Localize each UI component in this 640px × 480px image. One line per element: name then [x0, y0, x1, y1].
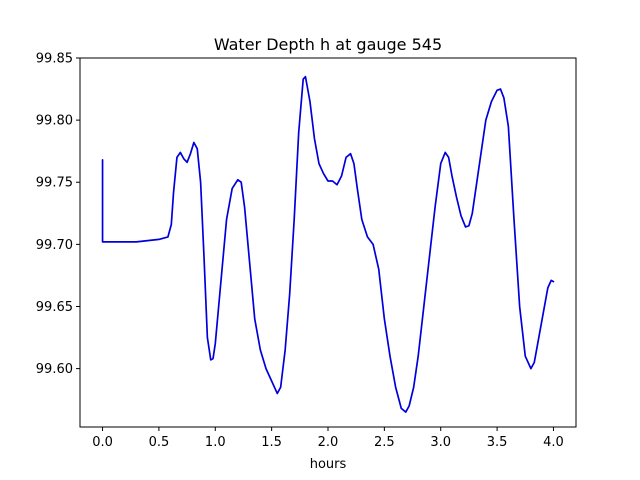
- series-line-0: [101, 75, 555, 413]
- x-axis-label: hours: [310, 457, 347, 472]
- x-tick-label: 0.0: [92, 435, 113, 450]
- axes-frame: [79, 57, 577, 428]
- x-tick-label: 0.5: [149, 435, 170, 450]
- x-tick-label: 4.0: [543, 435, 564, 450]
- y-tick-label: 99.70: [36, 238, 73, 253]
- x-tick-label: 3.0: [430, 435, 451, 450]
- axis-ticks: 0.0 0.5 1.0 1.5 2.0 2.5 3.0 3.5 4.0 99.60 99.65 99.…: [36, 52, 564, 451]
- y-tick-label: 99.80: [36, 114, 73, 129]
- x-tick-label: 1.5: [261, 435, 282, 450]
- y-tick-label: 99.85: [36, 52, 73, 67]
- chart-title: Water Depth h at gauge 545: [214, 35, 442, 54]
- y-tick-label: 99.75: [36, 176, 73, 191]
- plot-area: [101, 75, 555, 413]
- y-tick-label: 99.60: [36, 362, 73, 377]
- y-tick-label: 99.65: [36, 300, 73, 315]
- x-tick-label: 1.0: [205, 435, 226, 450]
- x-tick-label: 3.5: [487, 435, 508, 450]
- x-tick-label: 2.5: [374, 435, 395, 450]
- x-tick-label: 2.0: [318, 435, 339, 450]
